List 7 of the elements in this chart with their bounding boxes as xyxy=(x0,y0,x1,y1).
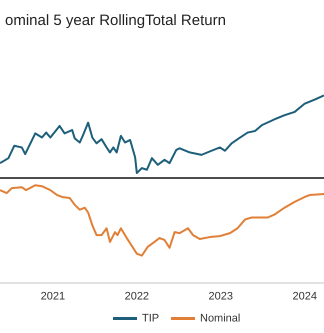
legend-label: TIP xyxy=(142,312,160,324)
x-tick-label: 2024 xyxy=(292,290,317,302)
x-tick-label: 2023 xyxy=(208,290,233,302)
x-tick-label: 2022 xyxy=(124,290,150,302)
chart-title: ominal 5 year RollingTotal Return xyxy=(5,12,226,29)
x-tick-label: 2021 xyxy=(40,290,66,302)
legend-label: Nominal xyxy=(200,312,240,324)
